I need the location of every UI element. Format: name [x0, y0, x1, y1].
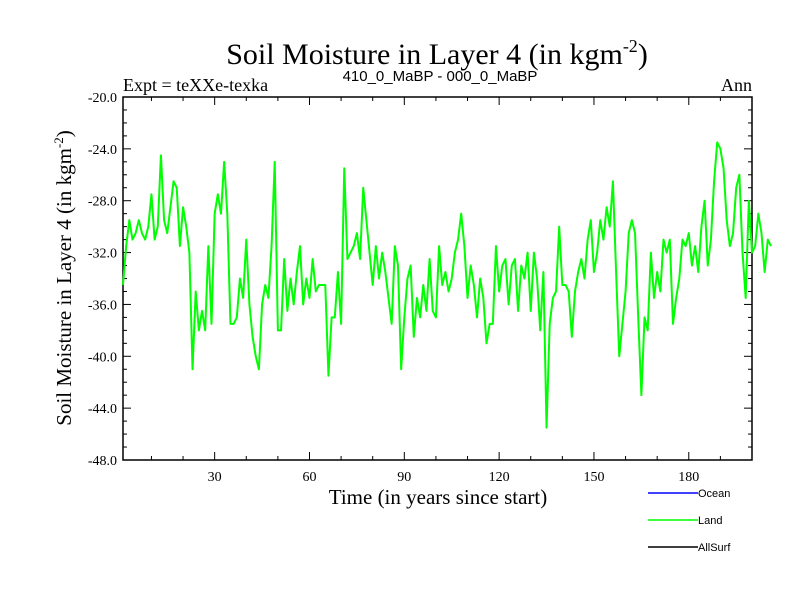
x-tick-label: 60	[302, 470, 316, 485]
y-tick-label: -36.0	[88, 298, 117, 313]
legend-label-ocean: Ocean	[698, 488, 730, 500]
y-tick-label: -40.0	[88, 350, 117, 365]
subtitle-experiment: Expt = teXXe-texka	[123, 75, 268, 95]
y-tick-label: -44.0	[88, 402, 117, 417]
legend-label-land: Land	[698, 515, 722, 527]
x-axis-label: Time (in years since start)	[329, 485, 548, 509]
chart-title: Soil Moisture in Layer 4 (in kgm-2)	[226, 36, 648, 71]
data-series	[122, 141, 772, 429]
series-line-land	[122, 141, 772, 429]
legend-label-allsurf: AllSurf	[698, 542, 731, 554]
y-tick-label: -28.0	[88, 195, 117, 210]
x-tick-label: 120	[489, 470, 510, 485]
y-tick-label: -32.0	[88, 247, 117, 262]
subtitle-period: 410_0_MaBP - 000_0_MaBP	[343, 68, 538, 85]
y-tick-label: -48.0	[88, 454, 117, 469]
legend: Ocean Land AllSurf	[648, 488, 731, 554]
x-tick-label: 90	[397, 470, 411, 485]
y-tick-label: -24.0	[88, 143, 117, 158]
y-tick-label: -20.0	[88, 91, 117, 106]
x-tick-label: 180	[678, 470, 699, 485]
x-axis: 30 60 90 120 150 180	[150, 97, 721, 485]
x-tick-label: 150	[583, 470, 604, 485]
y-axis: -48.0 -44.0 -40.0 -36.0 -32.0 -28.0 -24.0 -20.0	[88, 91, 752, 469]
subtitle-season: Ann	[721, 75, 752, 95]
y-axis-label: Soil Moisture in Layer 4 (in kgm-2)	[51, 130, 76, 425]
x-tick-label: 30	[208, 470, 222, 485]
